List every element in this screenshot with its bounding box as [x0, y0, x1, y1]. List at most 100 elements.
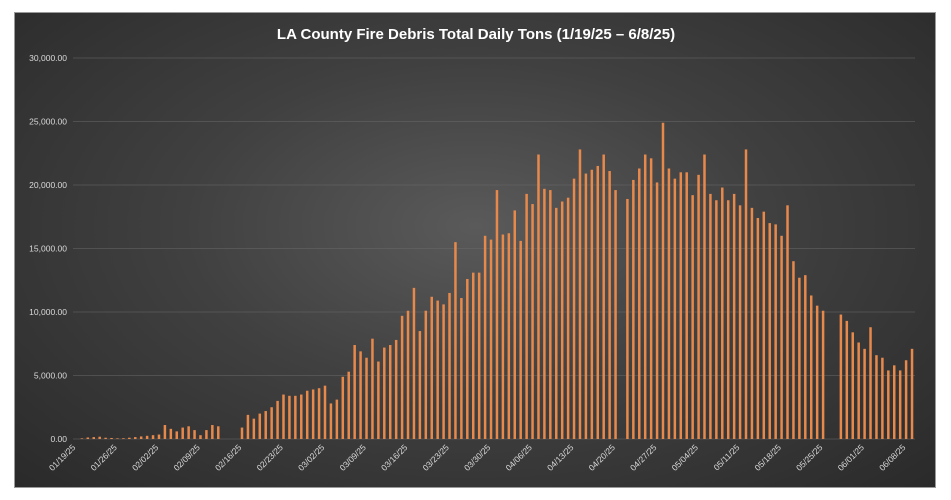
bar	[98, 436, 101, 439]
bar	[655, 182, 659, 439]
bar	[294, 395, 297, 439]
x-tick-label: 04/27/25	[628, 442, 659, 473]
bar	[92, 437, 95, 439]
x-tick-label: 04/20/25	[587, 442, 618, 473]
bar	[726, 200, 730, 439]
bar	[697, 174, 700, 439]
y-tick-label: 20,000.00	[29, 180, 67, 190]
chart-svg: LA County Fire Debris Total Daily Tons (…	[29, 26, 915, 473]
bar	[549, 190, 552, 439]
bar	[869, 327, 872, 439]
x-tick-label: 06/08/25	[877, 442, 908, 473]
bar	[258, 413, 262, 439]
bar	[809, 295, 813, 439]
bar	[246, 414, 250, 439]
y-tick-label: 0.00	[50, 434, 67, 444]
bar	[394, 339, 398, 439]
bar	[572, 178, 576, 439]
bar	[857, 342, 860, 439]
bar	[122, 438, 125, 439]
bar	[240, 427, 244, 439]
bar	[383, 347, 386, 439]
bar	[667, 168, 671, 440]
bar	[792, 261, 795, 439]
bar	[187, 426, 190, 439]
bar	[555, 207, 558, 439]
bar	[756, 218, 760, 439]
bar	[614, 190, 617, 439]
bar	[584, 173, 588, 439]
y-tick-label: 10,000.00	[29, 307, 67, 317]
bar	[798, 277, 801, 439]
bar	[590, 169, 594, 439]
bar	[430, 296, 433, 439]
bar	[139, 436, 143, 439]
bar	[525, 193, 528, 439]
bar	[400, 315, 404, 439]
bar	[80, 438, 84, 439]
y-tick-label: 30,000.00	[29, 53, 67, 63]
bar	[685, 172, 688, 440]
bar	[643, 154, 647, 439]
bar	[365, 357, 368, 439]
bar	[495, 190, 499, 439]
bar	[738, 205, 742, 439]
bar	[104, 437, 107, 439]
bar	[406, 310, 410, 439]
bar	[335, 399, 339, 439]
x-tick-label: 03/02/25	[296, 442, 327, 473]
bar	[134, 437, 137, 439]
bar	[839, 314, 843, 439]
bar	[608, 171, 611, 439]
bar	[851, 332, 854, 439]
bar	[507, 233, 511, 439]
bar	[744, 149, 748, 439]
bar	[323, 385, 327, 439]
bar	[270, 407, 273, 439]
x-tick-label: 01/26/25	[88, 442, 119, 473]
chart-title: LA County Fire Debris Total Daily Tons (…	[277, 26, 675, 43]
bar	[151, 435, 155, 439]
bar	[252, 418, 256, 439]
bar	[442, 304, 445, 439]
bar	[412, 287, 416, 439]
x-tick-label: 05/04/25	[670, 442, 701, 473]
x-tick-label: 01/19/25	[47, 442, 78, 473]
bar	[305, 390, 309, 439]
x-tick-label: 02/09/25	[171, 442, 202, 473]
bar	[543, 188, 546, 439]
bar	[780, 235, 783, 439]
bar	[341, 376, 345, 439]
bar	[893, 365, 896, 439]
bar	[602, 154, 605, 439]
x-tick-label: 02/16/25	[213, 442, 244, 473]
bar	[472, 272, 475, 439]
bar	[649, 158, 653, 439]
bar	[193, 430, 196, 439]
bar	[454, 242, 457, 439]
bar	[910, 348, 914, 439]
bar	[638, 168, 641, 440]
bar	[881, 357, 884, 439]
bar	[205, 430, 208, 439]
bar	[329, 403, 333, 439]
bar	[845, 320, 849, 439]
bar	[875, 355, 878, 439]
bar	[448, 292, 451, 439]
bar	[673, 178, 677, 439]
bar	[804, 275, 807, 439]
bar	[311, 389, 315, 439]
bar	[300, 394, 303, 439]
bar	[169, 428, 173, 439]
bar	[501, 234, 505, 439]
bar	[175, 431, 179, 439]
bar	[157, 434, 161, 439]
y-tick-label: 15,000.00	[29, 244, 67, 254]
bar	[626, 198, 629, 439]
bar	[282, 394, 285, 439]
x-tick-label: 05/25/25	[794, 442, 825, 473]
bar	[566, 197, 570, 439]
bar	[632, 179, 635, 440]
bar	[863, 348, 866, 439]
bar	[199, 435, 202, 439]
